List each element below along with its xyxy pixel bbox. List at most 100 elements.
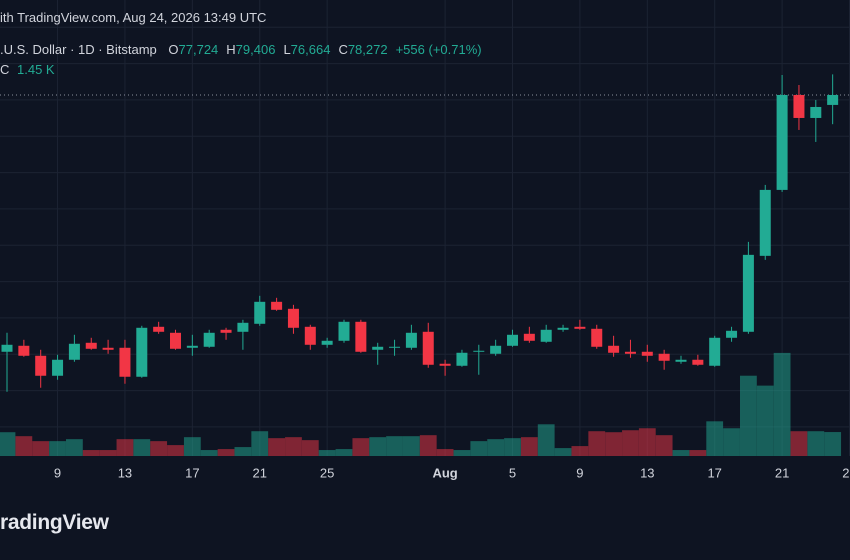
candle-body xyxy=(827,94,839,105)
volume-bar xyxy=(167,445,184,456)
ohlc-key: L xyxy=(283,42,291,57)
candle-body xyxy=(389,346,401,348)
symbol: .U.S. Dollar · 1D · Bitstamp xyxy=(0,42,157,57)
candle-body xyxy=(355,321,367,352)
candle-body xyxy=(170,332,181,349)
candle-body xyxy=(574,326,586,329)
volume-bar xyxy=(756,385,774,456)
candle-body xyxy=(608,345,620,353)
candle-body xyxy=(507,334,518,346)
ohlc-key: O xyxy=(168,42,179,57)
volume-bar xyxy=(773,352,791,456)
candle-body xyxy=(692,359,704,365)
volume-bar xyxy=(133,439,151,456)
ohlc-key: C xyxy=(338,42,348,57)
candle-body xyxy=(591,328,603,347)
volume-bar xyxy=(723,428,740,456)
volume-bar xyxy=(419,435,437,456)
x-tick-label: 5 xyxy=(509,465,516,480)
candle-body xyxy=(439,363,451,366)
candle-body xyxy=(810,106,822,118)
volume-bar xyxy=(301,440,319,456)
candle-body xyxy=(136,327,148,377)
volume-bar xyxy=(487,439,505,456)
volume-value: 1.45 K xyxy=(17,62,55,77)
candle-body xyxy=(52,359,64,376)
x-tick-label: 25 xyxy=(320,465,334,480)
volume-bar xyxy=(268,438,285,456)
volume-bar xyxy=(689,450,707,456)
candle-body xyxy=(793,94,805,118)
candle-body xyxy=(658,353,670,361)
candle-body xyxy=(675,359,687,362)
ohlc-value: 76,664 xyxy=(290,42,331,57)
candle-body xyxy=(85,342,97,349)
published-line: ith TradingView.com, Aug 24, 2026 13:49 … xyxy=(0,10,266,25)
volume-bar xyxy=(66,439,83,456)
x-tick-label: Aug xyxy=(432,465,457,480)
candle-body xyxy=(624,351,636,354)
candle-body xyxy=(35,355,47,376)
volume-bar xyxy=(672,450,690,456)
candle-body xyxy=(18,345,30,356)
volume-bar xyxy=(352,438,370,456)
candle-body xyxy=(742,254,754,332)
candle-body xyxy=(372,346,384,350)
x-tick-label: 13 xyxy=(640,465,654,480)
candle-body xyxy=(540,329,552,342)
x-tick-label: 21 xyxy=(253,465,267,480)
volume-bar xyxy=(234,447,252,456)
change: +556 (+0.71%) xyxy=(395,42,482,57)
candle-body xyxy=(203,332,215,347)
volume-bar xyxy=(150,441,168,456)
published: ith TradingView.com, Aug 24, 2026 13:49 … xyxy=(0,10,267,25)
ohlc-value: 77,724 xyxy=(178,42,219,57)
volume-bar xyxy=(183,437,201,456)
candle-body xyxy=(523,333,535,341)
x-tick-label: 13 xyxy=(118,465,132,480)
volume-bar xyxy=(32,441,50,456)
volume-bar xyxy=(622,430,639,456)
volume-bar xyxy=(200,450,218,456)
volume-legend: C 1.45 K xyxy=(0,62,55,77)
candle-body xyxy=(456,352,468,366)
candle-body xyxy=(490,345,502,354)
candle-body xyxy=(237,322,249,332)
candle-body xyxy=(338,321,350,341)
legend: .U.S. Dollar · 1D · Bitstamp O77,724 H79,… xyxy=(0,42,482,57)
volume-bar xyxy=(403,436,420,456)
candle-body xyxy=(759,189,771,256)
ohlc-key: H xyxy=(226,42,236,57)
candle-body xyxy=(119,347,131,377)
candle-body xyxy=(321,340,333,345)
x-tick-label: 9 xyxy=(576,465,583,480)
candle-body xyxy=(709,337,721,366)
volume-bar xyxy=(116,439,134,456)
volume-bar xyxy=(99,450,117,456)
ohlc-value: 78,272 xyxy=(347,42,388,57)
candle-body xyxy=(726,330,738,338)
x-tick-label: 9 xyxy=(54,465,61,480)
candle-body xyxy=(271,301,283,310)
ohlc-value: 79,406 xyxy=(235,42,276,57)
candle-body xyxy=(68,343,80,360)
logo: radingView xyxy=(0,511,109,534)
volume-bar xyxy=(386,436,403,456)
volume-bar xyxy=(49,441,66,456)
candle-body xyxy=(287,308,299,328)
volume-bar xyxy=(571,446,589,456)
candle-body xyxy=(220,329,232,333)
volume-bar xyxy=(470,441,488,456)
candle-body xyxy=(186,345,198,348)
candle-body xyxy=(102,347,114,350)
volume-bar xyxy=(588,431,606,456)
candle-body xyxy=(422,331,434,365)
volume-bar xyxy=(15,436,33,456)
candle-body xyxy=(473,350,485,352)
candle-body xyxy=(405,332,417,348)
volume-bar xyxy=(82,450,100,456)
x-tick-label: 21 xyxy=(775,465,789,480)
volume-bar xyxy=(706,421,724,456)
volume-bar xyxy=(740,375,757,456)
